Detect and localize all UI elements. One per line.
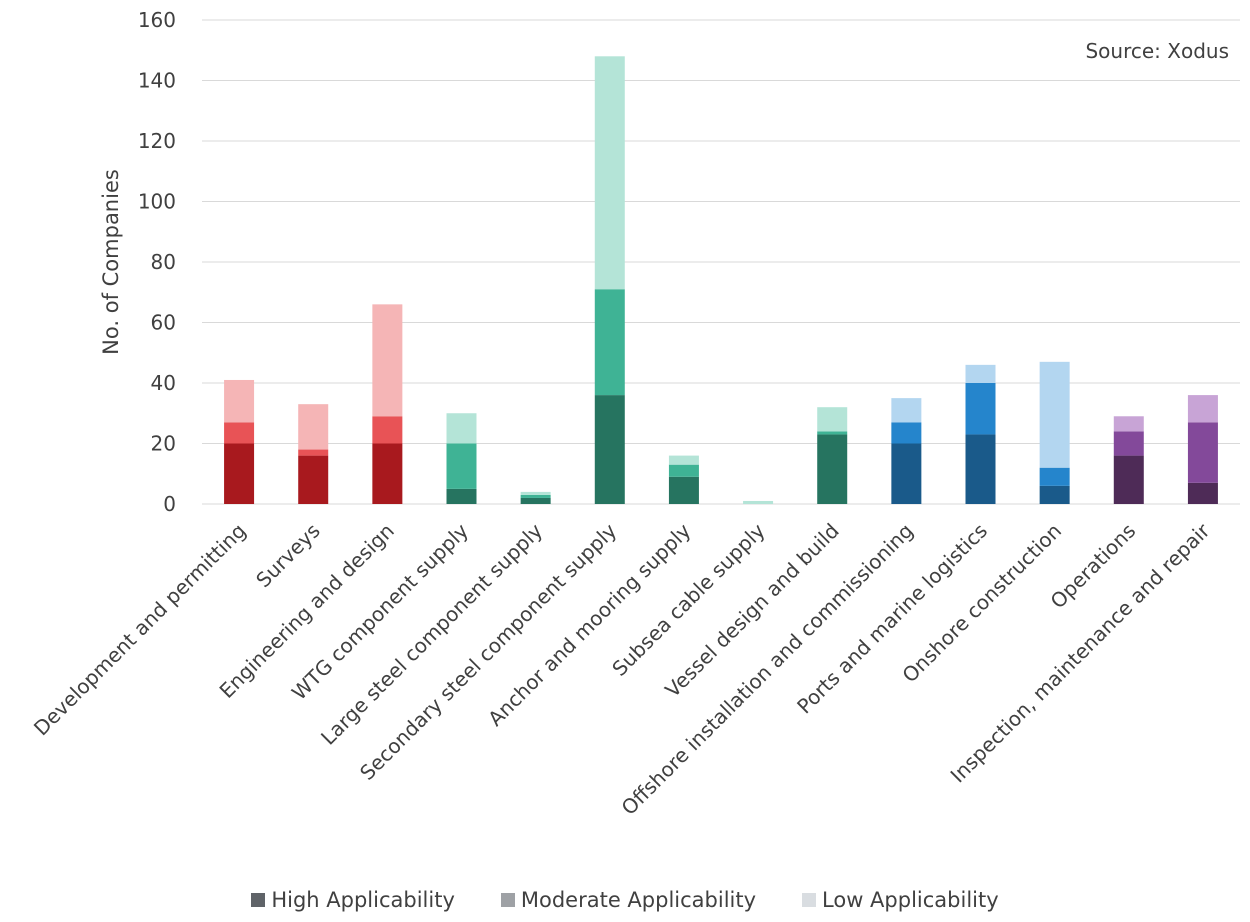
bar-segment-moderate — [594, 289, 625, 396]
legend-swatch-high — [251, 893, 266, 907]
y-tick-label: 100 — [138, 190, 176, 214]
bar-segment-low — [224, 379, 255, 423]
x-category-label: Secondary steel component supply — [355, 518, 621, 784]
bar-segment-high — [520, 497, 551, 504]
bar-segment-moderate — [1039, 467, 1070, 486]
bar-segment-low — [298, 404, 329, 450]
x-axis-categories: Development and permitting SurveysEnginee… — [29, 518, 1215, 820]
bar-segment-high — [891, 443, 922, 504]
y-tick-label: 0 — [163, 492, 176, 516]
bar-segment-high — [594, 395, 625, 504]
bar-segment-low — [891, 398, 922, 423]
y-tick-label: 160 — [138, 8, 176, 32]
legend-label-low: Low Applicability — [822, 888, 999, 912]
bar-segment-high — [668, 476, 699, 504]
bar-segment-high — [298, 455, 329, 504]
bar-segment-moderate — [298, 449, 329, 456]
legend-item-high: High Applicability — [251, 888, 455, 912]
bar-segment-low — [1113, 416, 1144, 432]
bar-segment-moderate — [668, 464, 699, 477]
bar-segment-high — [372, 443, 403, 504]
bar-segment-moderate — [965, 383, 996, 435]
bar-segment-moderate — [520, 494, 551, 498]
y-tick-label: 60 — [151, 311, 176, 335]
bar-segment-high — [1113, 455, 1144, 504]
bars — [224, 56, 1218, 504]
bar-segment-low — [594, 56, 625, 290]
bar-segment-low — [965, 364, 996, 383]
bar-segment-low — [520, 491, 551, 495]
bar-segment-moderate — [372, 416, 403, 444]
bar-segment-moderate — [817, 431, 848, 435]
bar-segment-moderate — [1187, 422, 1218, 483]
y-tick-label: 120 — [138, 129, 176, 153]
bar-segment-low — [1039, 361, 1070, 468]
y-tick-label: 40 — [151, 371, 176, 395]
bar-segment-low — [1187, 395, 1218, 423]
source-annotation: Source: Xodus — [1085, 39, 1229, 63]
bar-segment-moderate — [446, 443, 477, 489]
y-tick-label: 80 — [151, 250, 176, 274]
bar-segment-moderate — [224, 422, 255, 444]
bar-segment-high — [224, 443, 255, 504]
y-tick-label: 20 — [151, 432, 176, 456]
bar-segment-high — [965, 434, 996, 504]
bar-segment-high — [446, 488, 477, 504]
x-category-label: Surveys — [251, 519, 325, 593]
legend-label-moderate: Moderate Applicability — [520, 888, 757, 912]
y-axis-ticks: 0 20 40 60 80 100 120 140 160 — [138, 8, 176, 516]
y-axis-label: No. of Companies — [99, 169, 123, 355]
bar-segment-moderate — [891, 422, 922, 444]
bar-segment-moderate — [1113, 431, 1144, 456]
legend-label-high: High Applicability — [271, 888, 455, 912]
bar-segment-low — [446, 413, 477, 444]
bar-segment-high — [1187, 482, 1218, 504]
bar-segment-high — [817, 434, 848, 504]
x-category-label: Inspection, maintenance and repair — [946, 518, 1215, 787]
gridlines — [202, 19, 1240, 505]
bar-segment-low — [668, 455, 699, 465]
legend-swatch-low — [802, 893, 817, 907]
x-category-label: Development and permitting — [29, 519, 251, 741]
stacked-bar-chart: 0 20 40 60 80 100 120 140 160 No. of Companies S… — [29, 8, 1240, 820]
legend: High Applicability Moderate Applicabilit… — [0, 888, 1250, 912]
legend-swatch-moderate — [500, 893, 515, 907]
bar-segment-low — [817, 407, 848, 432]
bar-segment-high — [1039, 485, 1070, 504]
bar-segment-low — [372, 304, 403, 417]
bar-segment-low — [743, 500, 774, 504]
legend-item-moderate: Moderate Applicability — [500, 888, 757, 912]
legend-item-low: Low Applicability — [802, 888, 999, 912]
y-tick-label: 140 — [138, 69, 176, 93]
